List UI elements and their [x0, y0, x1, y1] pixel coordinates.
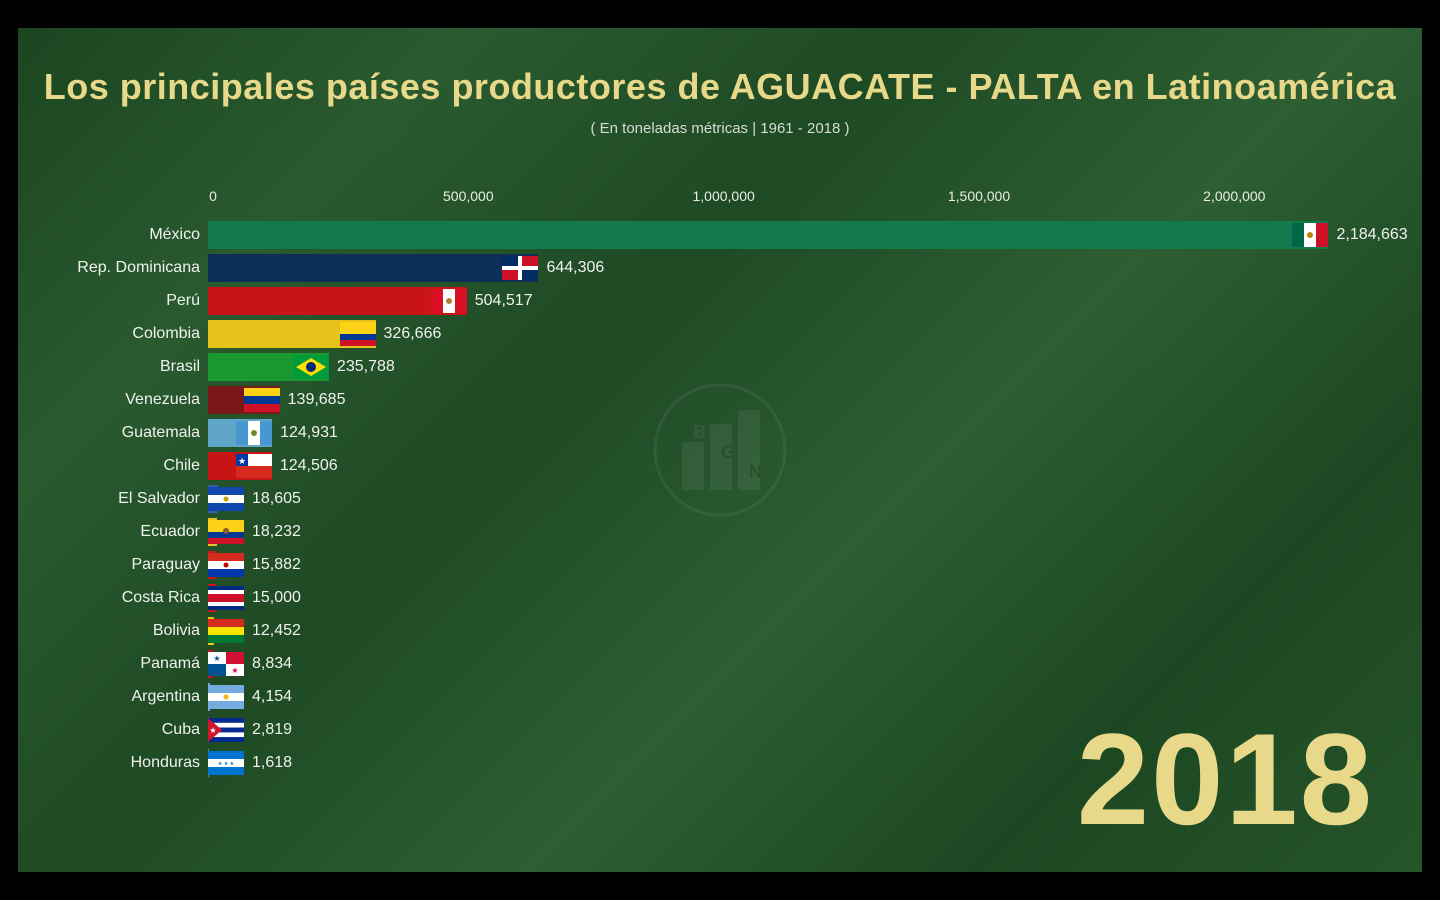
country-label: Argentina [18, 688, 208, 706]
bar-track: 2,184,663 [208, 221, 1362, 249]
chart-title: Los principales países productores de AG… [18, 28, 1422, 108]
bar-value: 124,506 [272, 452, 338, 480]
svg-text:★ ★ ★: ★ ★ ★ [218, 761, 235, 767]
country-label: Ecuador [18, 523, 208, 541]
bar-value: 235,788 [329, 353, 395, 381]
bar-value: 139,685 [280, 386, 346, 414]
ec-flag-icon [208, 520, 244, 544]
bar-row: Ecuador 18,232 [18, 515, 1422, 548]
bar-value: 2,184,663 [1328, 221, 1407, 249]
br-flag-icon [293, 355, 329, 379]
bar-row: Costa Rica 15,000 [18, 581, 1422, 614]
bar-row: Colombia 326,666 [18, 317, 1422, 350]
bar-value: 18,605 [244, 485, 301, 513]
bar-track: 18,232 [208, 518, 1362, 546]
bar-value: 15,000 [244, 584, 301, 612]
bar [208, 254, 538, 282]
cl-flag-icon: ★ [236, 454, 272, 478]
gt-flag-icon [236, 421, 272, 445]
bar-value: 326,666 [376, 320, 442, 348]
bar-track: 139,685 [208, 386, 1362, 414]
country-label: Chile [18, 457, 208, 475]
bar-row: Rep. Dominicana 644,306 [18, 251, 1422, 284]
bar-track: 18,605 [208, 485, 1362, 513]
do-flag-icon [502, 256, 538, 280]
country-label: Panamá [18, 655, 208, 673]
bar-row: Perú 504,517 [18, 284, 1422, 317]
country-label: El Salvador [18, 490, 208, 508]
bar-track: ★ 124,506 [208, 452, 1362, 480]
ar-flag-icon [208, 685, 244, 709]
country-label: México [18, 226, 208, 244]
bar-value: 124,931 [272, 419, 338, 447]
svg-text:★: ★ [213, 654, 220, 663]
bar-track: 504,517 [208, 287, 1362, 315]
bar-row: Guatemala 124,931 [18, 416, 1422, 449]
axis-tick: 0 [209, 188, 217, 204]
country-label: Brasil [18, 358, 208, 376]
bar-value: 12,452 [244, 617, 301, 645]
country-label: Perú [18, 292, 208, 310]
bar-row: Paraguay 15,882 [18, 548, 1422, 581]
axis-tick: 2,000,000 [1203, 188, 1265, 204]
axis-tick: 500,000 [443, 188, 494, 204]
country-label: Venezuela [18, 391, 208, 409]
bar-row: Brasil 235,788 [18, 350, 1422, 383]
x-axis: 0500,0001,000,0001,500,0002,000,000 [213, 188, 1362, 208]
bar-value: 8,834 [244, 650, 292, 678]
axis-tick: 1,000,000 [693, 188, 755, 204]
bar-track: 235,788 [208, 353, 1362, 381]
bar-track: 644,306 [208, 254, 1362, 282]
country-label: Colombia [18, 325, 208, 343]
svg-text:★: ★ [209, 726, 216, 735]
bar-value: 4,154 [244, 683, 292, 711]
country-label: Guatemala [18, 424, 208, 442]
svg-text:★: ★ [238, 456, 246, 466]
country-label: Paraguay [18, 556, 208, 574]
bars-container: México2,184,663Rep. Dominicana644,306Per… [18, 218, 1422, 779]
bo-flag-icon [208, 619, 244, 643]
country-label: Cuba [18, 721, 208, 739]
bar-value: 2,819 [244, 716, 292, 744]
mx-flag-icon [1292, 223, 1328, 247]
bar-row: Venezuela 139,685 [18, 383, 1422, 416]
bar-value: 15,882 [244, 551, 301, 579]
bar-track: 326,666 [208, 320, 1362, 348]
pa-flag-icon: ★★ [208, 652, 244, 676]
bar-row: El Salvador 18,605 [18, 482, 1422, 515]
py-flag-icon [208, 553, 244, 577]
bar-track: 124,931 [208, 419, 1362, 447]
chart-subtitle: ( En toneladas métricas | 1961 - 2018 ) [18, 120, 1422, 137]
bar-track: 15,000 [208, 584, 1362, 612]
bar-value: 1,618 [244, 749, 292, 777]
bar-row: México2,184,663 [18, 218, 1422, 251]
country-label: Bolivia [18, 622, 208, 640]
ve-flag-icon [244, 388, 280, 412]
chart-frame: B G N Los principales países productores… [18, 28, 1422, 872]
svg-text:★: ★ [231, 666, 238, 675]
bar-row: Chile ★ 124,506 [18, 449, 1422, 482]
bar-value: 18,232 [244, 518, 301, 546]
bar-row: Bolivia 12,452 [18, 614, 1422, 647]
hn-flag-icon: ★ ★ ★ [208, 751, 244, 775]
sv-flag-icon [208, 487, 244, 511]
bar [208, 221, 1328, 249]
country-label: Rep. Dominicana [18, 259, 208, 277]
bar-value: 504,517 [467, 287, 533, 315]
country-label: Honduras [18, 754, 208, 772]
cr-flag-icon [208, 586, 244, 610]
co-flag-icon [340, 322, 376, 346]
bar-row: Panamá★★8,834 [18, 647, 1422, 680]
axis-tick: 1,500,000 [948, 188, 1010, 204]
bar-track: 12,452 [208, 617, 1362, 645]
cu-flag-icon: ★ [208, 718, 244, 742]
pe-flag-icon [431, 289, 467, 313]
bar-value: 644,306 [538, 254, 604, 282]
bar-track: ★★8,834 [208, 650, 1362, 678]
bar [208, 287, 467, 315]
bar-track: 15,882 [208, 551, 1362, 579]
country-label: Costa Rica [18, 589, 208, 607]
year-label: 2018 [1077, 704, 1374, 854]
